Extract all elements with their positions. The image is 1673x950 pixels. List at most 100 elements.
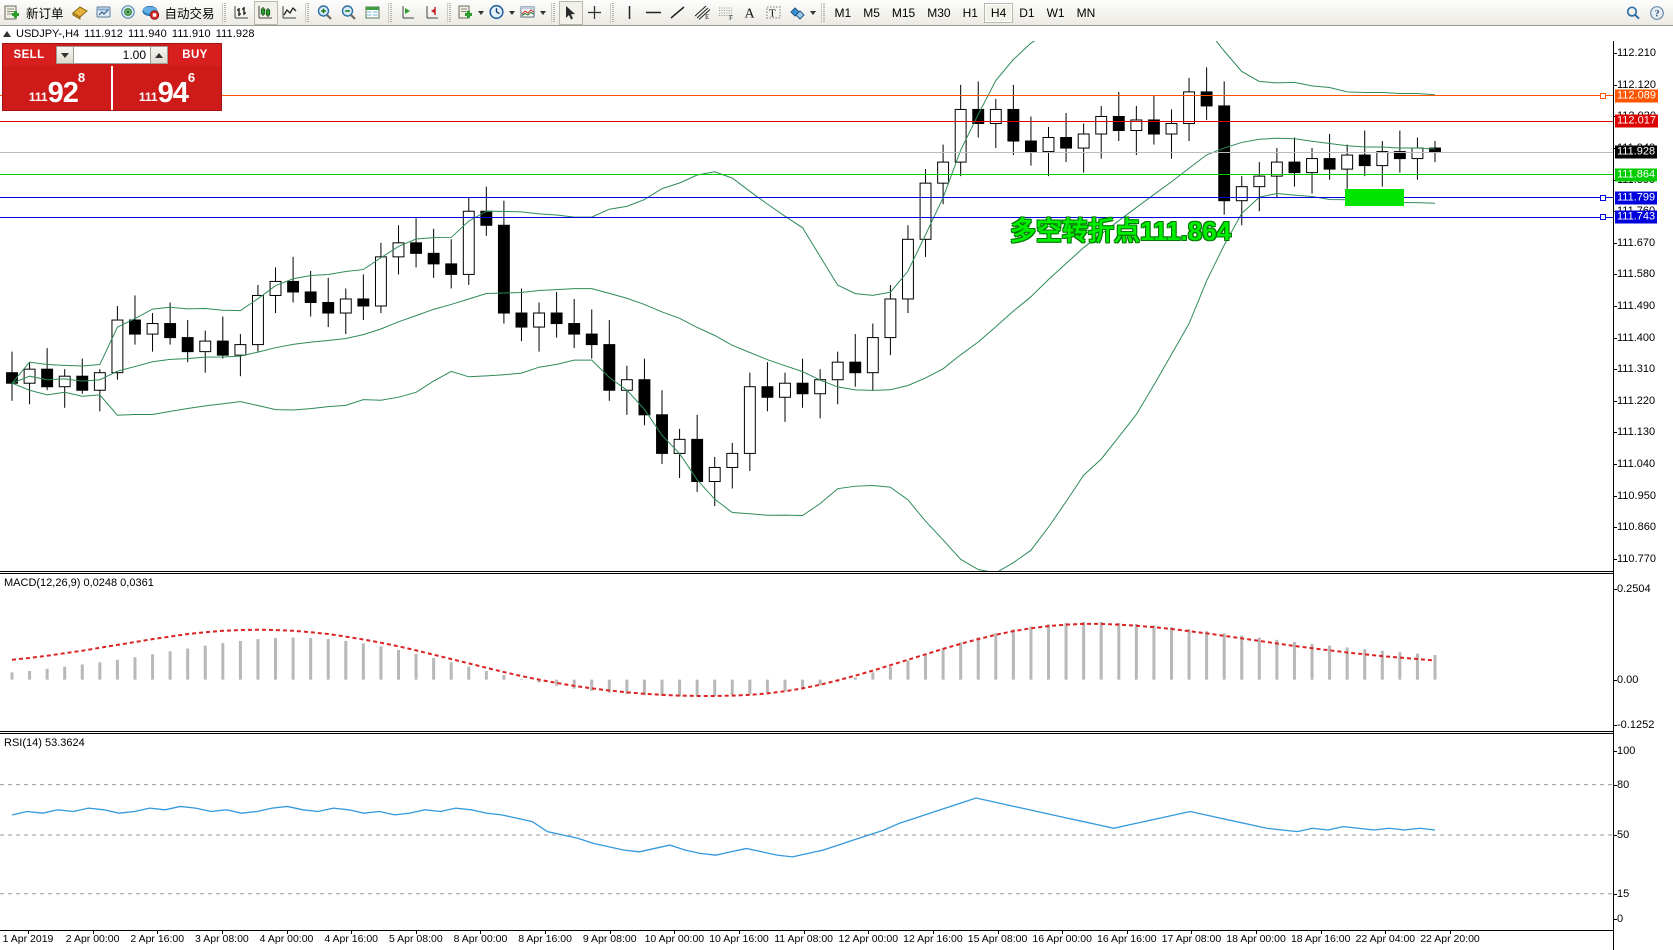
price-level-label[interactable]: 112.017 xyxy=(1615,114,1658,128)
candlestick-chart-button[interactable] xyxy=(253,0,278,25)
price-level-line[interactable] xyxy=(0,151,1613,153)
ohlc-low: 111.910 xyxy=(171,28,211,40)
chevron-down-icon[interactable] xyxy=(477,10,484,15)
expert-advisors-button[interactable] xyxy=(68,1,92,25)
buy-price-big: 94 xyxy=(157,77,189,109)
rsi-pane[interactable]: RSI(14) 53.3624 xyxy=(0,735,1613,927)
chart-annotation-text[interactable]: 多空转折点111.864 xyxy=(1010,216,1232,246)
one-click-trading-panel[interactable]: SELL 1.00 BUY 111 92 8 111 94 6 xyxy=(3,44,221,110)
trendline-button[interactable] xyxy=(666,1,690,25)
price-level-label[interactable]: 111.743 xyxy=(1615,210,1658,224)
market-watch-icon xyxy=(95,4,113,21)
price-axis-tick: 110.770 xyxy=(1613,553,1656,565)
macd-pane[interactable]: MACD(12,26,9) 0,0248 0,0361 xyxy=(0,575,1613,731)
volume-increment-button[interactable] xyxy=(150,46,168,64)
price-level-label[interactable]: 111.799 xyxy=(1615,191,1658,205)
shift-end-button[interactable] xyxy=(420,1,444,25)
volume-stepper[interactable]: 1.00 xyxy=(56,46,168,64)
price-level-handle[interactable] xyxy=(1600,194,1606,201)
shift-start-button[interactable] xyxy=(396,1,420,25)
timeframe-m1[interactable]: M1 xyxy=(834,5,852,20)
time-axis-tick: 10 Apr 16:00 xyxy=(709,933,769,945)
sell-button[interactable]: SELL xyxy=(3,44,55,66)
autotrading-button[interactable]: 自动交易 xyxy=(140,1,219,25)
time-axis-tick: 4 Apr 00:00 xyxy=(259,933,314,945)
timeframe-h1[interactable]: H1 xyxy=(962,5,978,20)
time-axis-tick: 3 Apr 08:00 xyxy=(195,933,249,945)
time-axis[interactable]: 1 Apr 2019 2 Apr 00:00 2 Apr 16:00 3 Apr 08… xyxy=(0,930,1613,950)
price-level-label[interactable]: 112.089 xyxy=(1615,89,1658,103)
time-axis-tick: 12 Apr 00:00 xyxy=(838,933,899,945)
price-level-line[interactable] xyxy=(0,174,1613,176)
navigator-icon xyxy=(119,4,137,21)
toolbar-separator xyxy=(609,2,615,23)
volume-decrement-button[interactable] xyxy=(56,46,74,64)
crosshair-button[interactable] xyxy=(583,1,607,25)
equidistant-channel-button[interactable]: E xyxy=(690,1,714,25)
trade-panel-top-row: SELL 1.00 BUY xyxy=(3,44,221,66)
period-button[interactable] xyxy=(486,1,517,25)
bar-chart-button[interactable] xyxy=(230,1,254,25)
timeframe-mn[interactable]: MN xyxy=(1076,5,1096,20)
sell-price[interactable]: 111 92 8 xyxy=(3,66,111,110)
timeframe-m30[interactable]: M30 xyxy=(927,5,951,20)
hline-button[interactable] xyxy=(642,1,666,25)
macd-axis-tick: 0.00 xyxy=(1613,674,1638,686)
crosshair-icon xyxy=(586,4,603,21)
line-chart-button[interactable] xyxy=(278,1,302,25)
new-order-button[interactable]: 新订单 xyxy=(2,1,68,25)
chart-container[interactable]: 多空转折点111.864 MACD(12,26,9) 0,0248 0,0361… xyxy=(0,41,1673,950)
last-price-label[interactable]: 111.928 xyxy=(1615,145,1658,159)
price-level-line[interactable] xyxy=(0,95,1613,97)
market-watch-button[interactable] xyxy=(92,1,116,25)
timeframe-h4[interactable]: H4 xyxy=(983,2,1014,23)
price-level-line[interactable] xyxy=(0,197,1613,199)
search-icon[interactable] xyxy=(1625,5,1641,21)
price-level-label[interactable]: 111.864 xyxy=(1615,168,1658,182)
indicators-button[interactable] xyxy=(517,1,548,25)
text-label-button[interactable]: T xyxy=(762,1,786,25)
timeframe-d1[interactable]: D1 xyxy=(1019,5,1035,20)
price-level-line[interactable] xyxy=(0,120,1613,122)
templates-button[interactable] xyxy=(455,1,486,25)
chevron-down-icon[interactable] xyxy=(508,10,515,15)
price-level-handle[interactable] xyxy=(1600,92,1606,99)
main-toolbar: 新订单 xyxy=(0,0,1673,26)
cursor-button[interactable] xyxy=(558,0,583,25)
data-window-button[interactable] xyxy=(361,1,385,25)
chevron-down-icon[interactable] xyxy=(539,10,546,15)
timeframe-m5[interactable]: M5 xyxy=(863,5,880,20)
toolbar-separator xyxy=(550,2,556,23)
highlight-rectangle[interactable] xyxy=(1345,189,1404,206)
fibonacci-icon: F xyxy=(716,4,736,21)
pane-separator-price-macd[interactable] xyxy=(0,571,1673,574)
time-axis-tick-mark xyxy=(997,930,999,934)
zoom-in-button[interactable] xyxy=(313,1,337,25)
svg-text:A: A xyxy=(745,7,756,22)
buy-price[interactable]: 111 94 6 xyxy=(111,66,221,110)
price-pane[interactable]: 多空转折点111.864 xyxy=(0,41,1613,571)
chart-collapse-icon[interactable] xyxy=(3,31,11,37)
shapes-button[interactable] xyxy=(786,1,818,25)
chevron-down-icon[interactable] xyxy=(809,10,816,15)
text-button[interactable]: A xyxy=(738,1,762,25)
buy-button[interactable]: BUY xyxy=(169,44,221,66)
time-axis-tick: 12 Apr 16:00 xyxy=(903,933,963,945)
time-axis-tick: 9 Apr 08:00 xyxy=(582,933,637,945)
chevron-down-icon xyxy=(61,52,69,58)
pane-separator-macd-rsi[interactable] xyxy=(0,731,1673,734)
zoom-out-button[interactable] xyxy=(337,1,361,25)
price-axis[interactable]: 112.210112.120112.030111.940111.850111.7… xyxy=(1613,41,1673,950)
candlestick-chart-icon xyxy=(257,4,274,21)
timeframe-w1[interactable]: W1 xyxy=(1046,5,1065,20)
volume-input[interactable]: 1.00 xyxy=(74,46,150,64)
autotrading-icon xyxy=(142,4,160,21)
fibonacci-button[interactable]: F xyxy=(714,1,738,25)
price-level-line[interactable] xyxy=(0,216,1613,218)
price-level-handle[interactable] xyxy=(1600,214,1606,221)
navigator-button[interactable] xyxy=(116,1,140,25)
timeframe-m15[interactable]: M15 xyxy=(891,5,916,20)
help-icon[interactable]: ? xyxy=(1649,5,1665,21)
time-axis-tick-mark xyxy=(545,930,547,934)
vline-button[interactable] xyxy=(618,1,642,25)
